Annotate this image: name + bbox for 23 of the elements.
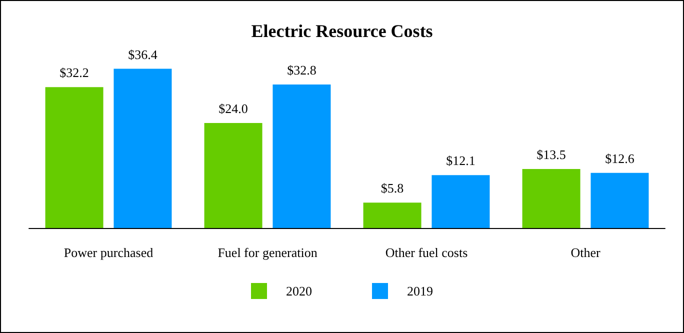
x-tick-label: Fuel for generation (218, 245, 318, 260)
bar (522, 168, 580, 228)
bar (590, 172, 649, 228)
x-tick-label: Other fuel costs (385, 245, 468, 260)
x-tick-label: Other (570, 245, 601, 260)
bar (204, 123, 262, 228)
data-label: $36.4 (128, 46, 158, 62)
data-label: $32.2 (60, 65, 89, 80)
x-tick-label: Power purchased (64, 245, 154, 260)
chart-title: Electric Resource Costs (251, 21, 433, 41)
data-label: $12.6 (605, 150, 635, 166)
legend-label: 2020 (286, 284, 312, 298)
bar (114, 68, 172, 228)
data-label: $13.5 (536, 146, 566, 162)
data-label: $5.8 (380, 180, 404, 196)
bar (363, 202, 422, 228)
bar (272, 84, 331, 228)
bar (432, 175, 490, 228)
legend-label: 2019 (407, 284, 433, 298)
bar (45, 87, 104, 228)
data-label: $12.1 (446, 153, 476, 168)
data-label: $32.8 (287, 62, 316, 78)
data-label: $24.0 (218, 101, 248, 116)
